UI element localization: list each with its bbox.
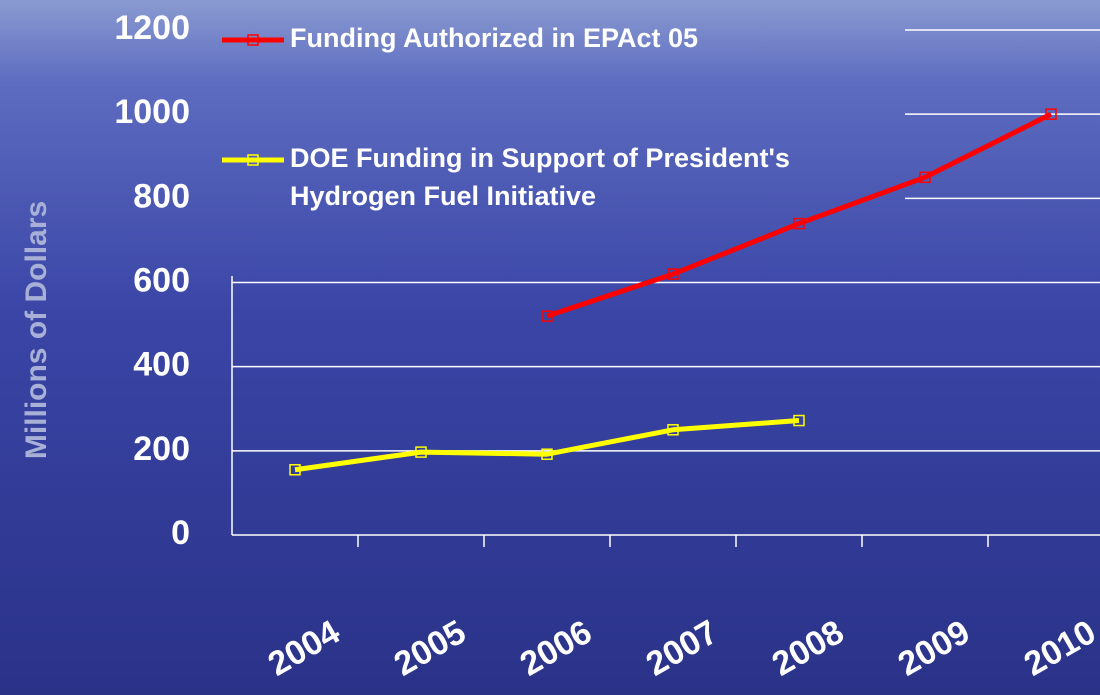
y-tick-label: 600 bbox=[133, 261, 190, 299]
legend-label-line: DOE Funding in Support of President's bbox=[290, 143, 790, 173]
y-tick-label: 1000 bbox=[114, 93, 190, 131]
legend-label: Funding Authorized in EPAct 05 bbox=[290, 23, 698, 53]
chart: Millions of Dollars 0 200 400 600 800 1000 120… bbox=[0, 0, 1100, 695]
y-axis-label: Millions of Dollars bbox=[20, 201, 53, 459]
y-tick-label: 800 bbox=[133, 177, 190, 215]
legend-label-line: Hydrogen Fuel Initiative bbox=[290, 181, 596, 211]
legend-label-line: Funding Authorized in EPAct 05 bbox=[290, 23, 698, 53]
y-tick-label: 200 bbox=[133, 430, 190, 468]
y-tick-label: 400 bbox=[133, 346, 190, 384]
y-tick-label: 1200 bbox=[114, 9, 190, 47]
y-tick-label: 0 bbox=[171, 514, 190, 552]
